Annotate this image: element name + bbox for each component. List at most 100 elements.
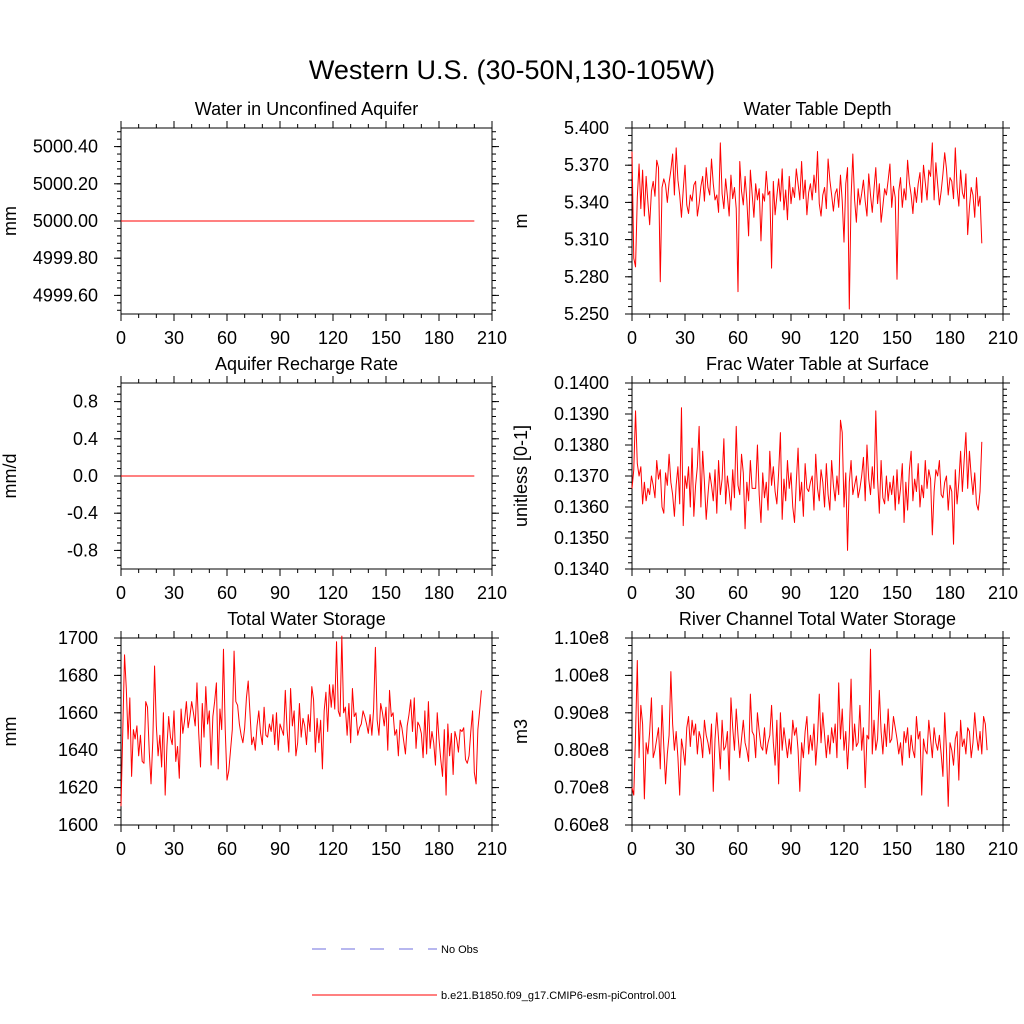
panel-title: Water Table Depth	[743, 99, 891, 119]
y-tick-label: 0.1390	[554, 404, 609, 424]
x-tick-label: 30	[675, 839, 695, 859]
x-tick-label: 120	[318, 328, 348, 348]
y-tick-label: 1620	[58, 778, 98, 798]
x-tick-label: 60	[217, 583, 237, 603]
panel-title: Water in Unconfined Aquifer	[195, 99, 418, 119]
x-tick-label: 150	[882, 839, 912, 859]
panel-title: River Channel Total Water Storage	[679, 609, 956, 629]
y-tick-label: 5.280	[564, 267, 609, 287]
x-tick-label: 90	[270, 583, 290, 603]
y-tick-label: 0.1340	[554, 559, 609, 579]
plot-frame	[631, 127, 1004, 315]
figure-title: Western U.S. (30-50N,130-105W)	[309, 55, 715, 85]
x-tick-label: 180	[424, 583, 454, 603]
y-tick-label: 0.60e8	[554, 815, 609, 835]
y-tick-label: 0.0	[73, 466, 98, 486]
y-tick-label: 1600	[58, 815, 98, 835]
y-tick-label: 5000.40	[33, 137, 98, 157]
x-tick-label: 0	[627, 583, 637, 603]
chart-panel-5: Total Water Storage mm 0 30 60 90 120 150 180 210…	[0, 609, 507, 859]
panel-title: Frac Water Table at Surface	[706, 354, 929, 374]
chart-panels: Water in Unconfined Aquifer mm 0 30 60 90 120 1…	[0, 99, 1018, 859]
x-tick-label: 150	[371, 839, 401, 859]
x-tick-label: 0	[116, 328, 126, 348]
x-tick-label: 210	[988, 583, 1018, 603]
y-tick-label: 5000.20	[33, 174, 98, 194]
x-tick-label: 0	[116, 839, 126, 859]
chart-panel-6: River Channel Total Water Storage m3 0 30 60…	[511, 609, 1018, 859]
x-tick-label: 180	[935, 583, 965, 603]
y-tick-label: 0.70e8	[554, 778, 609, 798]
x-tick-label: 180	[935, 839, 965, 859]
x-tick-label: 60	[728, 583, 748, 603]
x-tick-label: 60	[217, 839, 237, 859]
y-axis-label: mm/d	[0, 454, 20, 499]
x-tick-label: 30	[164, 839, 184, 859]
y-tick-label: 0.90e8	[554, 703, 609, 723]
x-tick-label: 120	[318, 839, 348, 859]
y-tick-label: 0.8	[73, 392, 98, 412]
series-line	[120, 635, 482, 807]
x-tick-label: 150	[882, 328, 912, 348]
y-axis-label: m3	[511, 719, 531, 744]
y-tick-label: 0.1370	[554, 466, 609, 486]
x-tick-label: 150	[882, 583, 912, 603]
y-tick-label: 0.4	[73, 429, 98, 449]
x-tick-label: 150	[371, 583, 401, 603]
y-tick-label: 0.1360	[554, 497, 609, 517]
y-tick-label: 5.340	[564, 192, 609, 212]
x-tick-label: 210	[477, 328, 507, 348]
x-tick-label: 0	[116, 583, 126, 603]
x-tick-label: 120	[829, 583, 859, 603]
x-tick-label: 30	[164, 583, 184, 603]
legend-label-model: b.e21.B1850.f09_g17.CMIP6-esm-piControl.…	[441, 990, 676, 1002]
y-tick-label: 0.1350	[554, 528, 609, 548]
x-tick-label: 90	[270, 839, 290, 859]
x-tick-label: 210	[988, 839, 1018, 859]
x-tick-label: 30	[675, 583, 695, 603]
plot-frame	[120, 637, 493, 826]
y-tick-label: 1.00e8	[554, 665, 609, 685]
y-tick-label: 0.1400	[554, 373, 609, 393]
chart-panel-2: Water Table Depth m 0 30 60 90 120 150 180 210 5.2…	[511, 99, 1018, 348]
series-line	[631, 407, 983, 551]
x-tick-label: 150	[371, 328, 401, 348]
y-tick-label: 5.400	[564, 118, 609, 138]
series-line	[631, 648, 988, 807]
panel-title: Aquifer Recharge Rate	[215, 354, 398, 374]
chart-panel-4: Frac Water Table at Surface unitless [0-1…	[511, 354, 1018, 603]
y-tick-label: 1700	[58, 628, 98, 648]
x-tick-label: 210	[477, 583, 507, 603]
x-tick-label: 0	[627, 328, 637, 348]
x-tick-label: 0	[627, 839, 637, 859]
chart-panel-3: Aquifer Recharge Rate mm/d 0 30 60 90 120 150 18…	[0, 354, 507, 603]
x-tick-label: 120	[318, 583, 348, 603]
y-axis-label: unitless [0-1]	[511, 425, 531, 527]
x-tick-label: 30	[164, 328, 184, 348]
y-tick-label: 1680	[58, 665, 98, 685]
y-tick-label: 5000.00	[33, 211, 98, 231]
x-tick-label: 120	[829, 328, 859, 348]
x-tick-label: 90	[781, 839, 801, 859]
x-tick-label: 60	[217, 328, 237, 348]
y-tick-label: -0.8	[67, 540, 98, 560]
series-line	[631, 142, 983, 310]
y-tick-label: 4999.80	[33, 248, 98, 268]
y-tick-label: 4999.60	[33, 285, 98, 305]
panel-title: Total Water Storage	[227, 609, 385, 629]
legend-label-no-obs: No Obs	[441, 944, 479, 956]
x-tick-label: 90	[270, 328, 290, 348]
y-tick-label: 1.10e8	[554, 628, 609, 648]
x-tick-label: 180	[424, 328, 454, 348]
plot-frame	[631, 637, 1004, 826]
x-tick-label: 60	[728, 328, 748, 348]
x-tick-label: 90	[781, 328, 801, 348]
x-tick-label: 90	[781, 583, 801, 603]
y-tick-label: 1660	[58, 703, 98, 723]
y-tick-label: 5.310	[564, 230, 609, 250]
x-tick-label: 210	[988, 328, 1018, 348]
y-tick-label: 5.370	[564, 155, 609, 175]
x-tick-label: 180	[424, 839, 454, 859]
y-axis-label: m	[511, 214, 531, 229]
